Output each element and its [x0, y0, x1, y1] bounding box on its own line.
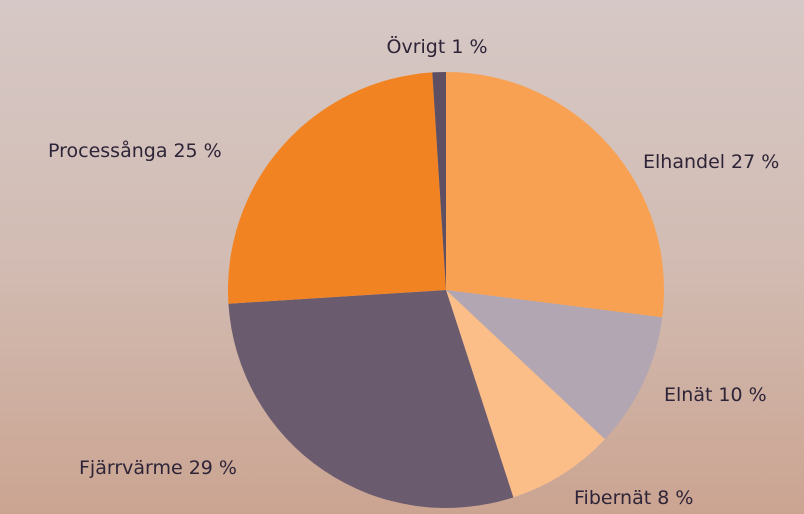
pie-slice: [228, 290, 514, 509]
slice-value: 27 %: [731, 151, 779, 173]
pie-slice: [432, 72, 446, 290]
slice-category: Fibernät: [574, 487, 651, 509]
slice-value: 8 %: [657, 487, 693, 509]
slice-label: Fjärrvärme 29 %: [79, 457, 237, 479]
slice-label: Elnät 10 %: [664, 384, 767, 406]
pie-slice: [446, 72, 664, 318]
slice-category: Elhandel: [643, 151, 725, 173]
slice-value: 1 %: [451, 36, 487, 58]
slice-label: Övrigt 1 %: [387, 35, 488, 58]
pie-slice: [446, 290, 663, 440]
slice-value: 10 %: [718, 384, 766, 406]
slice-label: Processånga 25 %: [48, 139, 222, 162]
slice-category: Fjärrvärme: [79, 457, 183, 479]
pie-slice: [227, 72, 446, 304]
slice-value: 29 %: [189, 457, 237, 479]
slice-label: Fibernät 8 %: [574, 487, 693, 509]
slice-label: Elhandel 27 %: [643, 151, 779, 173]
slice-category: Elnät: [664, 384, 712, 406]
slice-value: 25 %: [173, 140, 221, 162]
slice-category: Övrigt: [387, 35, 446, 58]
slice-category: Processånga: [48, 139, 167, 162]
pie-slice: [446, 290, 605, 498]
